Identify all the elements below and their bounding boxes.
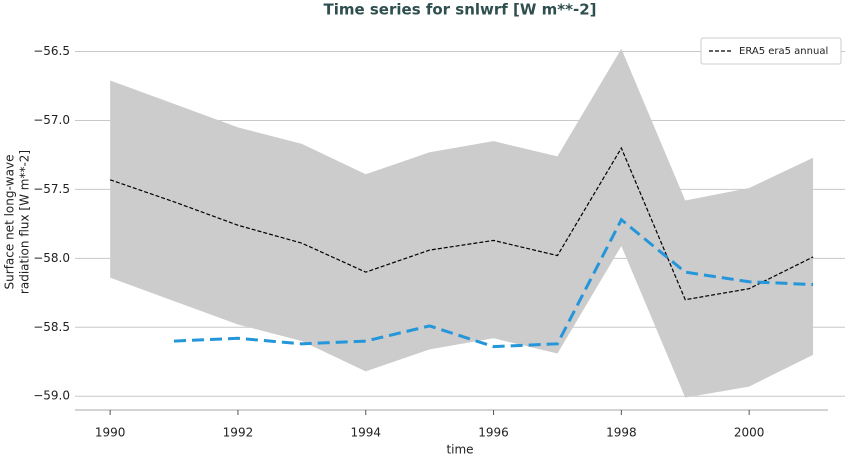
chart-title: Time series for snlwrf [W m**-2] bbox=[323, 1, 596, 19]
y-tick-label: −57.5 bbox=[33, 182, 70, 196]
x-tick-label: 1994 bbox=[350, 426, 381, 440]
y-tick-label: −58.5 bbox=[33, 320, 70, 334]
x-axis-label: time bbox=[446, 443, 473, 457]
x-tick-label: 1996 bbox=[478, 426, 509, 440]
range-band bbox=[110, 48, 814, 398]
series-line bbox=[173, 217, 814, 349]
legend-label: ERA5 era5 annual bbox=[739, 46, 828, 57]
x-tick-label: 1992 bbox=[223, 426, 254, 440]
y-tick-label: −56.5 bbox=[33, 44, 70, 58]
y-tick-label: −57.0 bbox=[33, 113, 70, 127]
x-tick-label: 1998 bbox=[606, 426, 637, 440]
y-axis-label: radiation flux [W m**-2] bbox=[18, 150, 32, 294]
y-axis-label: Surface net long-wave bbox=[3, 155, 17, 290]
legend-box bbox=[700, 37, 842, 65]
y-tick-label: −58.0 bbox=[33, 251, 70, 265]
series-line bbox=[109, 146, 814, 301]
x-tick-label: 2000 bbox=[734, 426, 765, 440]
x-tick-label: 1990 bbox=[95, 426, 126, 440]
y-tick-label: −59.0 bbox=[33, 389, 70, 403]
